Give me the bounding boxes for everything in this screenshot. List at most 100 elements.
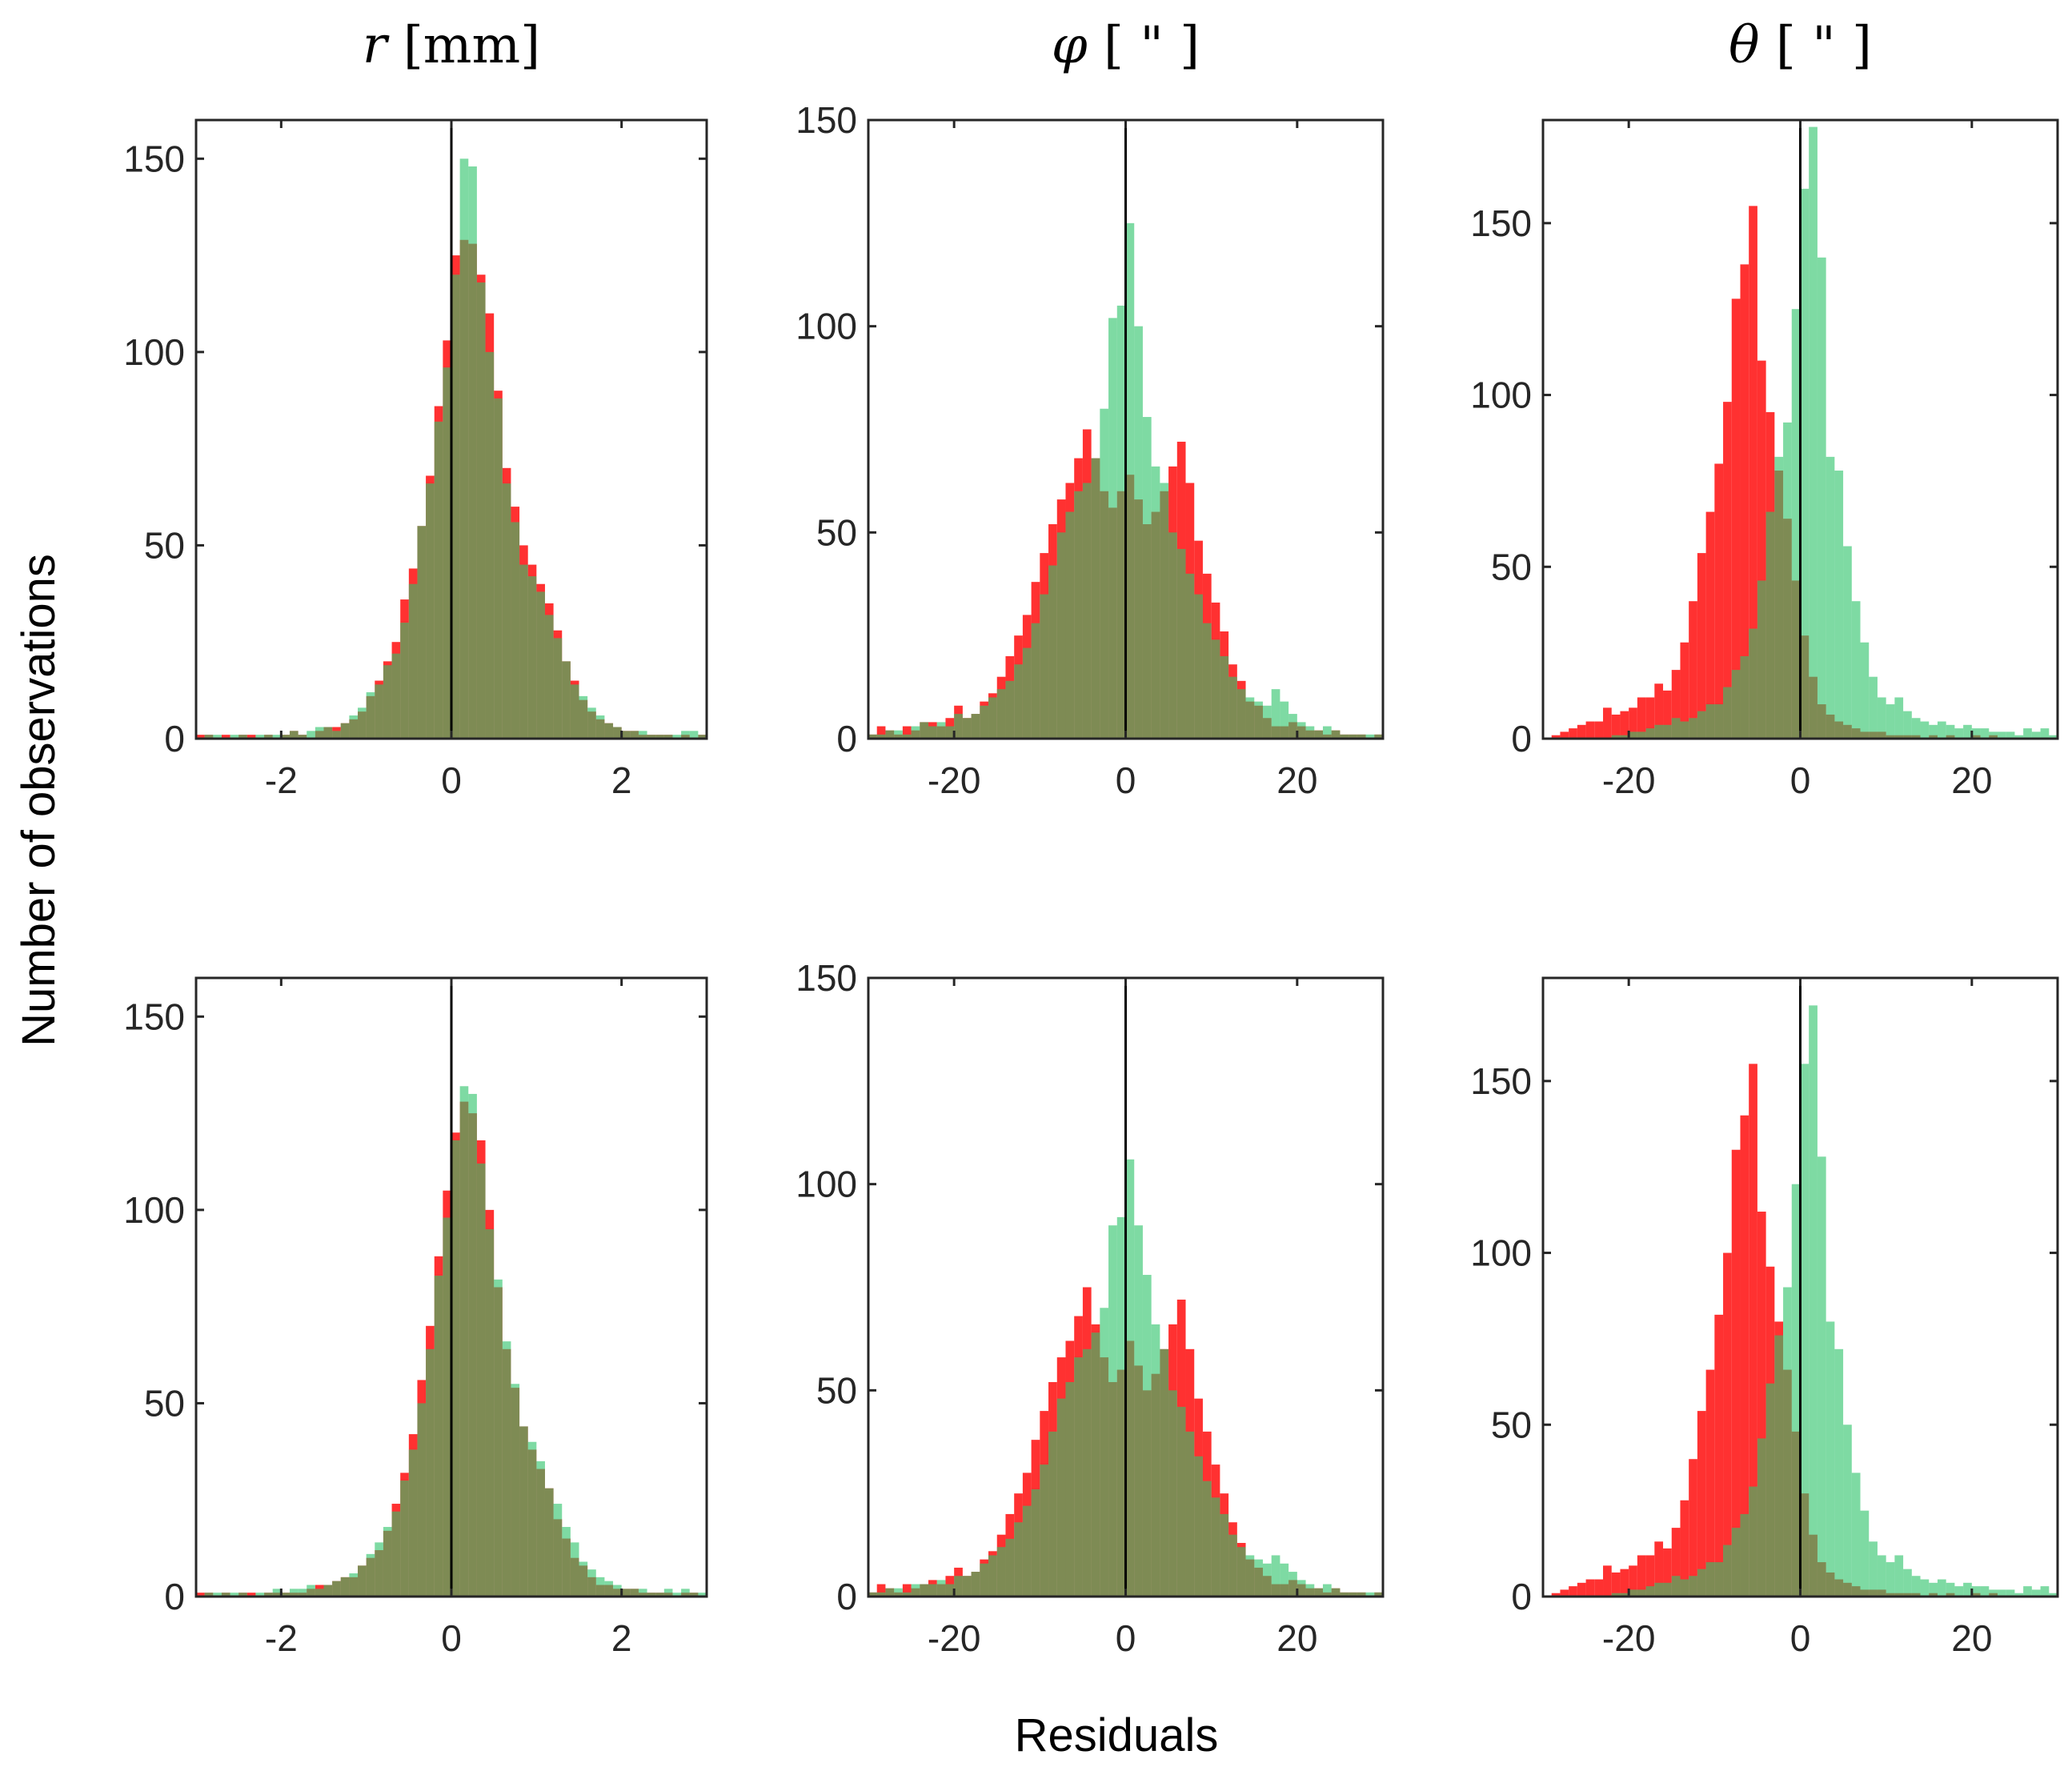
bar-green [1894, 1555, 1904, 1597]
bar-green [579, 1561, 588, 1597]
bar-green [1989, 1589, 1998, 1597]
bar-green [459, 158, 469, 739]
y-tick-label: 0 [164, 718, 185, 759]
bar-red [1663, 690, 1672, 739]
bar-green [1997, 1589, 2006, 1597]
x-tick-label: 2 [611, 759, 632, 801]
bar-red [1680, 642, 1689, 739]
bar-green [638, 1589, 647, 1597]
panel-title: r [mm] [363, 16, 540, 75]
bar-green [332, 1581, 341, 1597]
bar-green [1151, 466, 1160, 739]
bar-green [1946, 724, 1955, 739]
bar-green [502, 1341, 511, 1597]
bar-green [1065, 511, 1075, 739]
bar-green [307, 1585, 315, 1597]
bar-green [1160, 1348, 1169, 1597]
bar-green [519, 1426, 528, 1597]
bar-green [417, 526, 427, 739]
bar-green [1851, 601, 1861, 739]
bar-green [1809, 126, 1818, 739]
bar-green [1937, 721, 1946, 739]
bar-green [647, 735, 656, 739]
bar-green [2040, 1586, 2050, 1597]
x-tick-label: 0 [441, 1617, 462, 1659]
bar-green [2006, 731, 2015, 739]
bar-green [1611, 1593, 1621, 1597]
bar-red [1705, 1369, 1715, 1597]
bar-green [1151, 1324, 1160, 1597]
x-tick-label: 20 [1951, 1617, 1992, 1659]
bar-red [1663, 1548, 1672, 1597]
bar-green [1014, 1522, 1023, 1597]
y-tick-label: 0 [1511, 718, 1532, 759]
bar-green [1757, 1438, 1766, 1597]
y-tick-label: 100 [123, 331, 185, 373]
bar-green [408, 1449, 418, 1597]
bar-red [876, 1584, 886, 1597]
bar-green [1349, 1592, 1357, 1597]
bar-green [1929, 1582, 1938, 1597]
bar-red [1740, 264, 1749, 739]
x-tick-label: 0 [1116, 759, 1136, 801]
bar-green [1202, 623, 1212, 739]
bar-green [1869, 676, 1878, 739]
bar-green [536, 591, 545, 739]
histogram-panel-4: 0 50 100 150 -2 0 2 [123, 976, 708, 1659]
bar-green [1731, 670, 1741, 739]
bar-green [1322, 726, 1332, 739]
bar-green [1723, 1545, 1732, 1597]
series-green [204, 158, 707, 739]
y-tick-label: 150 [796, 99, 857, 141]
bar-green [681, 1589, 690, 1597]
bar-green [1305, 1584, 1315, 1597]
bar-green [604, 1581, 614, 1597]
bar-green [272, 1589, 282, 1597]
bar-green [281, 1593, 290, 1597]
bar-green [1620, 735, 1629, 739]
bar-green [1971, 1586, 1981, 1597]
bar-green [587, 1569, 596, 1597]
bar-green [1749, 1486, 1757, 1597]
bar-red [246, 735, 256, 739]
bar-green [1091, 1332, 1100, 1597]
y-tick-label: 150 [1470, 202, 1532, 244]
bar-green [1963, 724, 1972, 739]
bar-green [2049, 735, 2058, 739]
bar-green [1680, 721, 1689, 739]
bar-green [1705, 1562, 1715, 1597]
bar-green [1629, 731, 1637, 739]
bar-green [1176, 1406, 1186, 1597]
bar-red [1749, 206, 1757, 739]
bar-green [1791, 1184, 1801, 1597]
bar-green [562, 661, 571, 739]
bar-red [1697, 1411, 1706, 1597]
bar-green [1877, 697, 1886, 739]
bar-green [1116, 305, 1126, 739]
bar-green [1645, 728, 1655, 739]
bar-green [544, 615, 554, 739]
bar-green [936, 1580, 946, 1597]
bar-red [902, 726, 912, 739]
bar-green [2040, 728, 2050, 739]
bar-green [954, 714, 963, 739]
bar-green [894, 1588, 903, 1597]
bar-green [1091, 458, 1100, 739]
bar-green [894, 730, 903, 739]
bar-green [1689, 718, 1697, 739]
bar-green [945, 726, 955, 739]
bar-green [527, 576, 537, 739]
bar-red [1740, 1115, 1749, 1597]
bar-green [1005, 1538, 1015, 1597]
bar-green [663, 735, 673, 739]
bar-green [323, 727, 333, 739]
bar-green [1108, 1225, 1117, 1597]
bar-green [1629, 1589, 1637, 1597]
bar-red [876, 726, 886, 739]
bar-green [1340, 734, 1349, 739]
bar-green [1211, 1497, 1220, 1597]
bar-green [1800, 1064, 1809, 1597]
bar-green [221, 1593, 230, 1597]
bar-green [996, 1547, 1006, 1597]
bar-green [391, 653, 401, 739]
